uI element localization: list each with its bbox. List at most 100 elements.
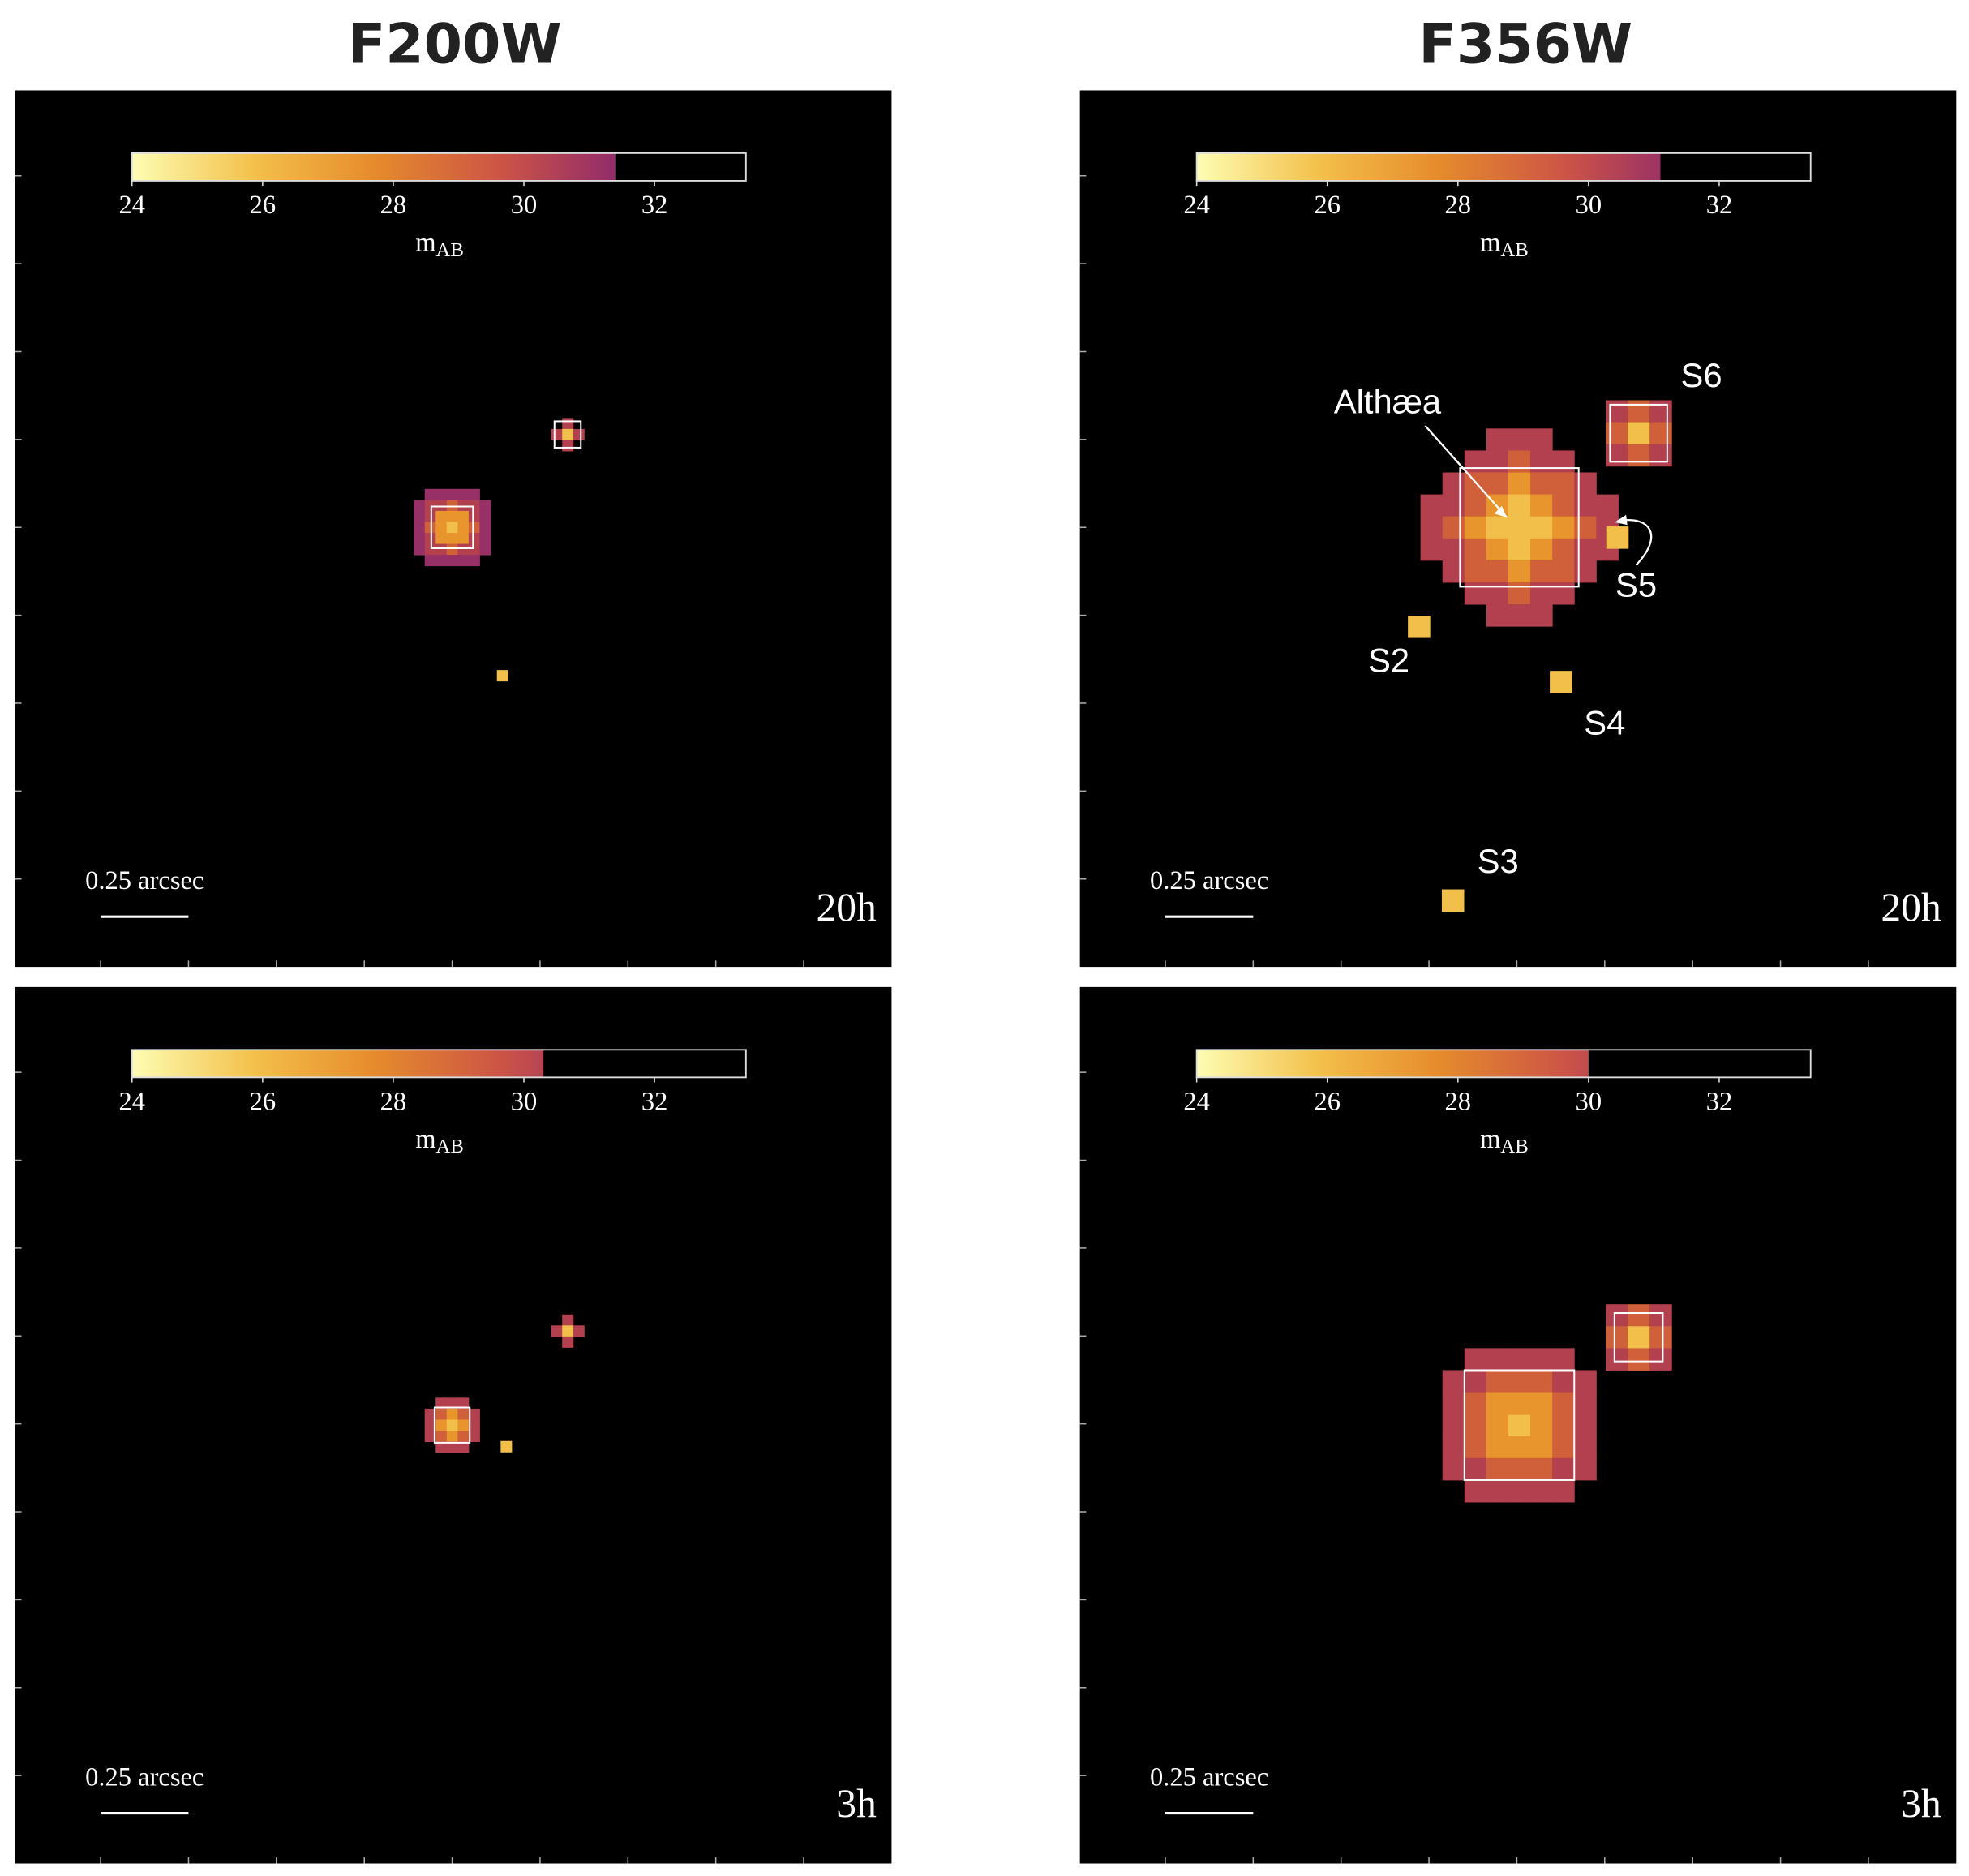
image-pixel: [1530, 538, 1553, 561]
colorbar-tick-label: 32: [641, 1088, 668, 1117]
label-main: m: [1480, 229, 1500, 258]
image-pixel: [446, 488, 458, 500]
image-pixel: [1552, 1479, 1575, 1503]
image-pixel: [1552, 1370, 1575, 1393]
image-pixel: [414, 500, 426, 512]
image-pixel: [435, 488, 448, 500]
image-pixel: [1486, 1479, 1509, 1503]
image-pixel: [435, 533, 448, 545]
image-pixel: [1649, 400, 1672, 423]
arrow-head: [1615, 514, 1628, 526]
annotation: S3: [1478, 842, 1519, 880]
image-pixel: [1628, 1326, 1650, 1349]
annotation: S2: [1368, 641, 1409, 679]
colorbar-label: mAB: [1480, 1125, 1529, 1157]
image-pixel: [446, 1419, 458, 1432]
panel: 24 26 28 30 32 mAB 0.25 arcsec 3h: [1079, 986, 1957, 1864]
image-pixel: [1508, 1457, 1531, 1481]
image-pixel: [457, 555, 470, 567]
image-pixel: [1552, 1457, 1575, 1481]
label-sub: AB: [436, 1135, 464, 1157]
colorbar-label: mAB: [1480, 229, 1529, 261]
scale-bar-label: 0.25 arcsec: [1150, 866, 1268, 895]
label-main: m: [415, 1125, 435, 1154]
image-pixel: [1486, 538, 1509, 561]
image-pixel: [1574, 1414, 1597, 1437]
image-pixel: [1464, 1436, 1487, 1459]
image-pixel: [1552, 582, 1575, 605]
image-pixel: [1464, 582, 1487, 605]
label-sub: AB: [436, 239, 464, 261]
image-pixel: [1508, 1392, 1531, 1415]
image-pixel: [1442, 560, 1465, 583]
image-pixel: [1442, 1457, 1465, 1481]
colorbar-frame: [1195, 1049, 1812, 1079]
exposure-label: 20h: [1881, 885, 1941, 929]
image-pixel: [1605, 400, 1628, 423]
image-pixel: [1486, 1414, 1509, 1437]
image-pixel: [1552, 1414, 1575, 1437]
image-pixel: [1530, 582, 1553, 605]
image-pixel: [457, 1397, 470, 1410]
image-pixel: [435, 1419, 448, 1432]
annotation: S5: [1615, 565, 1657, 603]
image-pixel: [1530, 604, 1553, 627]
image-pixel: [1530, 472, 1553, 496]
image-pixel: [1441, 889, 1465, 912]
image-pixel: [562, 428, 574, 440]
image-pixel: [468, 500, 480, 512]
image-pixel: [573, 1325, 585, 1337]
image-pixel: [424, 1408, 436, 1420]
image-pixel: [446, 510, 458, 522]
annotation: Althæa: [1334, 382, 1442, 420]
image-pixel: [1552, 1348, 1575, 1371]
colorbar-tick-label: 28: [1445, 191, 1472, 220]
image-pixel: [1464, 560, 1487, 583]
annotation: S4: [1584, 704, 1625, 742]
panel: 24 26 28 30 32 mAB 0.25 arcsec 20h: [15, 90, 892, 968]
image-pixel: [1574, 472, 1597, 496]
image-pixel: [1628, 1348, 1650, 1371]
image-pixel: [1464, 1348, 1487, 1371]
image-pixel: [1442, 1414, 1465, 1437]
image-pixel: [1486, 516, 1509, 539]
image-pixel: [479, 533, 491, 545]
image-pixel: [500, 1440, 513, 1453]
image-pixel: [1486, 450, 1509, 473]
image-pixel: [424, 488, 436, 500]
image-pixel: [468, 1419, 480, 1432]
image-pixel: [1508, 1479, 1531, 1503]
label-sub: AB: [1500, 239, 1528, 261]
image-pixel: [468, 1430, 480, 1442]
image-pixel: [1552, 1436, 1575, 1459]
image-pixel: [1442, 1392, 1465, 1415]
contour: [1609, 403, 1668, 463]
image-pixel: [1508, 494, 1531, 517]
image-pixel: [1530, 1436, 1553, 1459]
image-pixel: [1574, 516, 1597, 539]
image-pixel: [457, 510, 470, 522]
image-pixel: [1486, 1436, 1509, 1459]
image-pixel: [435, 510, 448, 522]
image-pixel: [1649, 1348, 1672, 1371]
colorbar-tick-label: 24: [1183, 1088, 1209, 1117]
image-pixel: [1464, 1370, 1487, 1393]
colorbar-tick-label: 30: [511, 1088, 538, 1117]
colorbar-tick-label: 24: [119, 191, 146, 220]
annotation-arrow: [1617, 519, 1653, 566]
image-pixel: [1486, 428, 1509, 451]
label-main: m: [1480, 1125, 1500, 1154]
image-pixel: [1508, 1414, 1531, 1437]
image-pixel: [457, 488, 470, 500]
scale-bar-label: 0.25 arcsec: [85, 1763, 204, 1792]
image-pixel: [479, 500, 491, 512]
scale-bar-label: 0.25 arcsec: [85, 866, 204, 895]
image-pixel: [424, 543, 436, 556]
colorbar-tick-label: 28: [380, 1088, 407, 1117]
image-pixel: [562, 418, 574, 430]
image-pixel: [468, 533, 480, 545]
image-pixel: [468, 510, 480, 522]
annotation: S6: [1680, 356, 1722, 394]
image-pixel: [414, 510, 426, 522]
colorbar-tick-label: 30: [511, 191, 538, 220]
